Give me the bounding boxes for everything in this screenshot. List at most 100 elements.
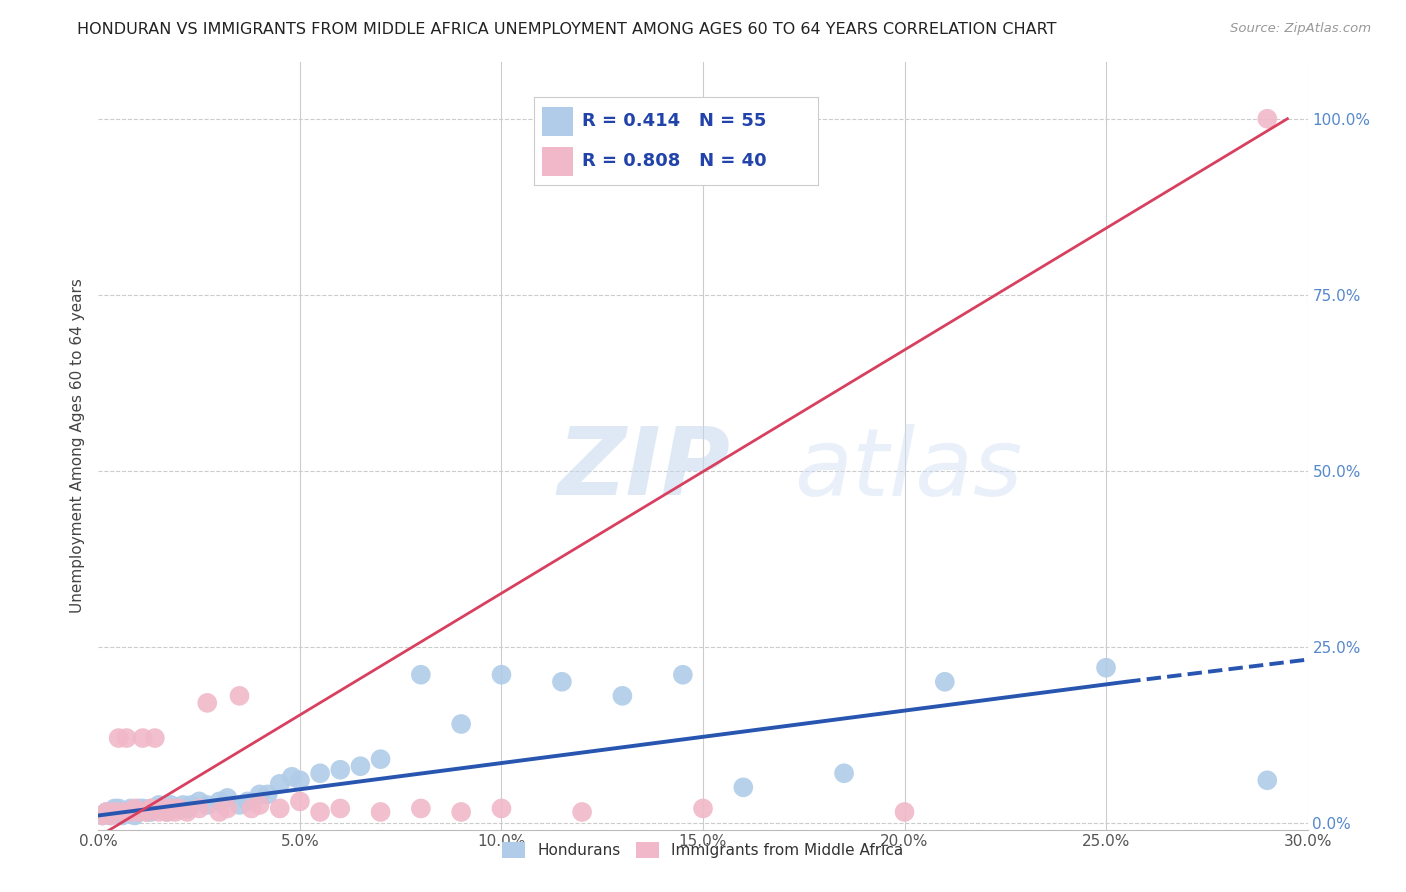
Point	[128, 805, 150, 819]
Point	[733, 780, 755, 795]
Point	[156, 805, 179, 819]
Point	[107, 805, 129, 819]
Point	[111, 805, 134, 819]
Point	[128, 805, 150, 819]
Point	[288, 794, 311, 808]
Point	[124, 808, 146, 822]
Point	[152, 801, 174, 815]
Point	[188, 801, 211, 815]
Point	[163, 801, 186, 815]
Point	[160, 801, 183, 815]
Point	[370, 805, 392, 819]
Point	[934, 674, 956, 689]
Point	[96, 805, 118, 819]
Point	[148, 801, 170, 815]
Point	[269, 801, 291, 815]
Point	[692, 801, 714, 815]
Point	[409, 667, 432, 681]
Point	[612, 689, 634, 703]
Point	[120, 801, 142, 815]
Point	[148, 797, 170, 812]
Point	[450, 717, 472, 731]
Point	[160, 797, 183, 812]
Point	[208, 794, 231, 808]
Point	[139, 801, 162, 815]
Point	[152, 801, 174, 815]
Point	[832, 766, 855, 780]
Point	[120, 805, 142, 819]
Point	[124, 801, 146, 815]
Point	[1256, 773, 1278, 788]
Point	[236, 794, 259, 808]
Point	[551, 674, 574, 689]
Point	[120, 805, 142, 819]
Point	[91, 808, 114, 822]
Point	[188, 794, 211, 808]
Point	[132, 731, 155, 745]
Point	[103, 805, 125, 819]
Point	[143, 731, 166, 745]
Point	[195, 696, 218, 710]
Point	[180, 797, 202, 812]
Point	[309, 805, 332, 819]
Point	[1256, 112, 1278, 126]
Point	[228, 689, 250, 703]
Point	[195, 797, 218, 812]
Point	[288, 773, 311, 788]
Point	[249, 788, 271, 802]
Point	[160, 801, 183, 815]
Point	[107, 731, 129, 745]
Point	[91, 808, 114, 822]
Point	[115, 731, 138, 745]
Point	[107, 801, 129, 815]
Point	[309, 766, 332, 780]
Point	[156, 805, 179, 819]
Point	[148, 805, 170, 819]
Text: atlas: atlas	[793, 424, 1022, 515]
Point	[281, 770, 304, 784]
Point	[370, 752, 392, 766]
Point	[329, 763, 352, 777]
Point	[571, 805, 593, 819]
Point	[163, 805, 186, 819]
Point	[167, 801, 190, 815]
Point	[139, 801, 162, 815]
Point	[135, 805, 157, 819]
Point	[100, 808, 122, 822]
Point	[176, 805, 198, 819]
Point	[450, 805, 472, 819]
Point	[491, 667, 513, 681]
Legend: Hondurans, Immigrants from Middle Africa: Hondurans, Immigrants from Middle Africa	[496, 836, 910, 864]
Point	[172, 797, 194, 812]
Point	[96, 805, 118, 819]
Point	[672, 667, 695, 681]
Point	[128, 801, 150, 815]
Point	[135, 805, 157, 819]
Point	[143, 801, 166, 815]
Y-axis label: Unemployment Among Ages 60 to 64 years: Unemployment Among Ages 60 to 64 years	[69, 278, 84, 614]
Point	[103, 801, 125, 815]
Point	[111, 808, 134, 822]
Point	[132, 801, 155, 815]
Point	[491, 801, 513, 815]
Point	[256, 788, 278, 802]
Point	[208, 805, 231, 819]
Text: HONDURAN VS IMMIGRANTS FROM MIDDLE AFRICA UNEMPLOYMENT AMONG AGES 60 TO 64 YEARS: HONDURAN VS IMMIGRANTS FROM MIDDLE AFRIC…	[77, 22, 1057, 37]
Point	[115, 805, 138, 819]
Point	[349, 759, 371, 773]
Point	[217, 790, 239, 805]
Point	[139, 805, 162, 819]
Point	[240, 801, 263, 815]
Point	[1095, 661, 1118, 675]
Text: ZIP: ZIP	[558, 423, 731, 515]
Point	[269, 777, 291, 791]
Text: Source: ZipAtlas.com: Source: ZipAtlas.com	[1230, 22, 1371, 36]
Point	[100, 808, 122, 822]
Point	[249, 797, 271, 812]
Point	[176, 801, 198, 815]
Point	[217, 801, 239, 815]
Point	[228, 797, 250, 812]
Point	[409, 801, 432, 815]
Point	[893, 805, 915, 819]
Point	[167, 801, 190, 815]
